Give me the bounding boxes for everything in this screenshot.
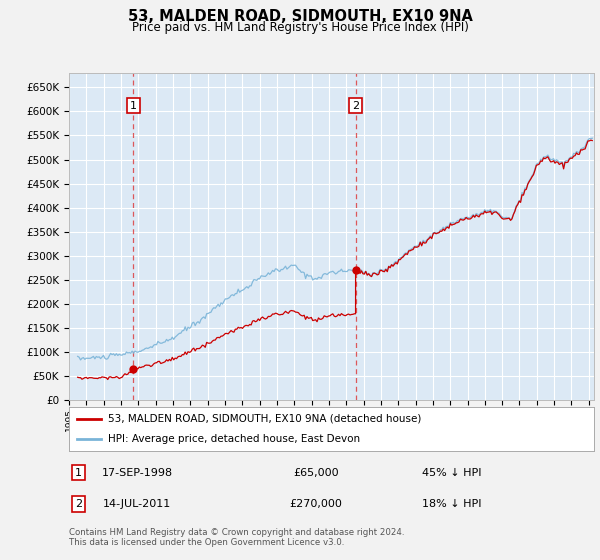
Text: 53, MALDEN ROAD, SIDMOUTH, EX10 9NA: 53, MALDEN ROAD, SIDMOUTH, EX10 9NA <box>128 9 472 24</box>
Text: 14-JUL-2011: 14-JUL-2011 <box>103 499 172 509</box>
Text: 2: 2 <box>352 101 359 110</box>
Text: HPI: Average price, detached house, East Devon: HPI: Average price, detached house, East… <box>109 434 361 444</box>
Text: 18% ↓ HPI: 18% ↓ HPI <box>422 499 482 509</box>
Text: 1: 1 <box>130 101 137 110</box>
Text: 53, MALDEN ROAD, SIDMOUTH, EX10 9NA (detached house): 53, MALDEN ROAD, SIDMOUTH, EX10 9NA (det… <box>109 414 422 424</box>
Text: 17-SEP-1998: 17-SEP-1998 <box>101 468 173 478</box>
Text: Contains HM Land Registry data © Crown copyright and database right 2024.
This d: Contains HM Land Registry data © Crown c… <box>69 528 404 547</box>
Text: £65,000: £65,000 <box>293 468 338 478</box>
Text: 1: 1 <box>75 468 82 478</box>
Text: 45% ↓ HPI: 45% ↓ HPI <box>422 468 482 478</box>
Text: 2: 2 <box>75 499 82 509</box>
Text: £270,000: £270,000 <box>289 499 342 509</box>
Text: Price paid vs. HM Land Registry's House Price Index (HPI): Price paid vs. HM Land Registry's House … <box>131 21 469 34</box>
